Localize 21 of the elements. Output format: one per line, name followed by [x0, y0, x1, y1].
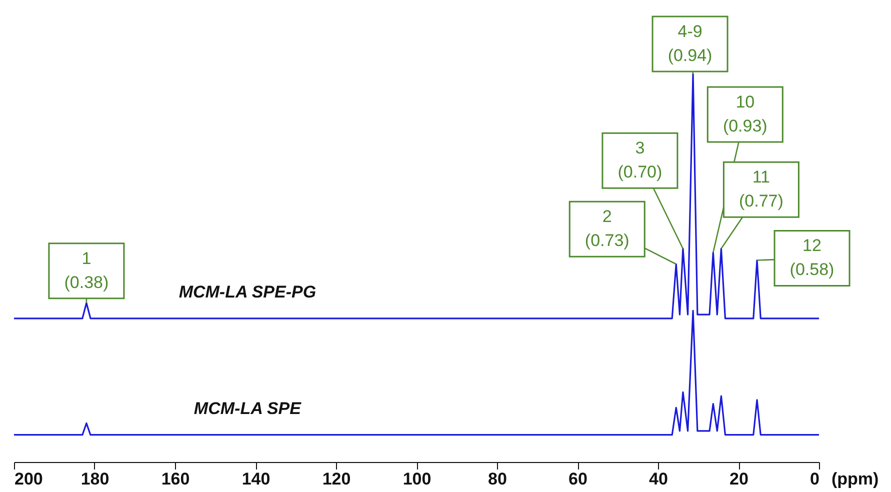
x-tick-label: 20 — [730, 470, 748, 488]
x-tick-label: 200 — [14, 470, 43, 488]
x-tick-label: 140 — [242, 470, 270, 488]
series-label: MCM-LA SPE-PG — [178, 282, 316, 302]
x-tick-label: 40 — [649, 470, 668, 488]
annotation: 10 (0.93) — [722, 92, 768, 136]
x-tick-label: 100 — [402, 470, 432, 488]
annotation: 11 (0.77) — [738, 168, 784, 211]
x-tick-label: 80 — [488, 470, 507, 488]
x-tick-label: 160 — [161, 470, 190, 488]
x-tick-label: 180 — [80, 470, 110, 488]
x-axis-title: (ppm) — [832, 470, 879, 488]
annotation: 2 (0.73) — [584, 207, 630, 250]
annotation: 3 (0.70) — [618, 138, 662, 182]
x-tick-label: 0 — [810, 470, 820, 488]
annotation: 12 (0.58) — [790, 236, 834, 280]
annotation: 4-9 (0.94) — [668, 22, 712, 65]
annotation: 1 (0.38) — [64, 248, 109, 292]
x-tick-label: 60 — [568, 470, 588, 488]
x-tick-label: 120 — [322, 470, 351, 488]
series-label: MCM-LA SPE — [194, 398, 302, 418]
